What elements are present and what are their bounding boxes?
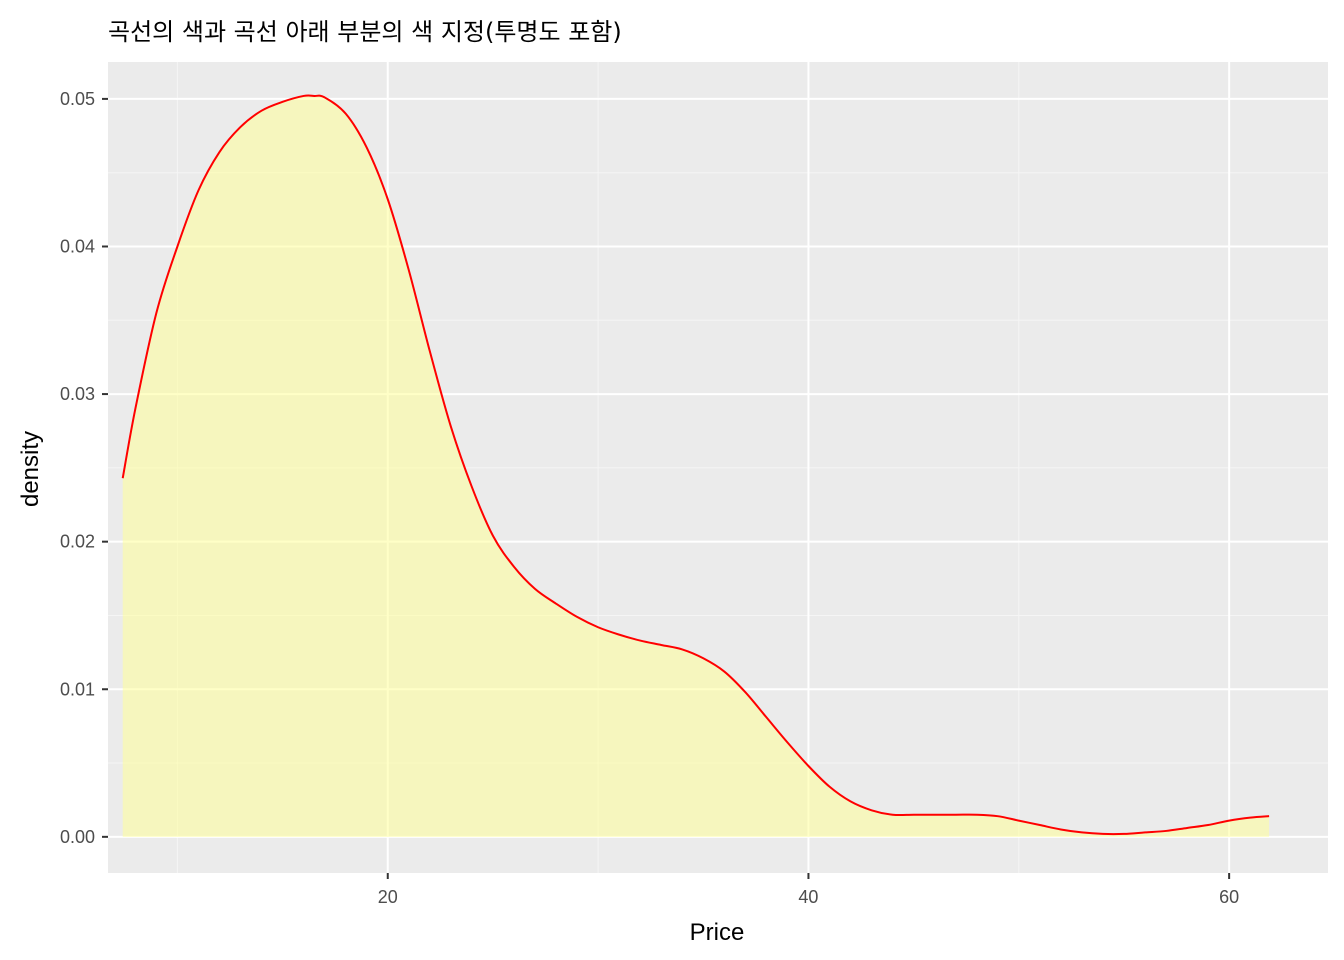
y-axis: 0.00 0.01 0.02 0.03 0.04 0.05 [60,89,108,847]
y-tick-label: 0.01 [60,679,95,699]
x-tick-label: 60 [1219,887,1239,907]
x-tick-label: 40 [798,887,818,907]
x-axis-title: Price [690,919,745,946]
y-tick-label: 0.03 [60,384,95,404]
chart-title: 곡선의 색과 곡선 아래 부분의 색 지정(투명도 포함) [108,18,622,46]
y-axis-title: density [17,431,44,507]
x-axis: 20 40 60 [378,873,1239,907]
y-tick-label: 0.05 [60,89,95,109]
x-tick-label: 20 [378,887,398,907]
density-area [122,95,1270,837]
plot-panel [108,62,1328,873]
y-tick-label: 0.04 [60,236,95,256]
density-line [121,94,1270,836]
y-tick-label: 0.02 [60,532,95,552]
y-tick-label: 0.00 [60,827,95,847]
